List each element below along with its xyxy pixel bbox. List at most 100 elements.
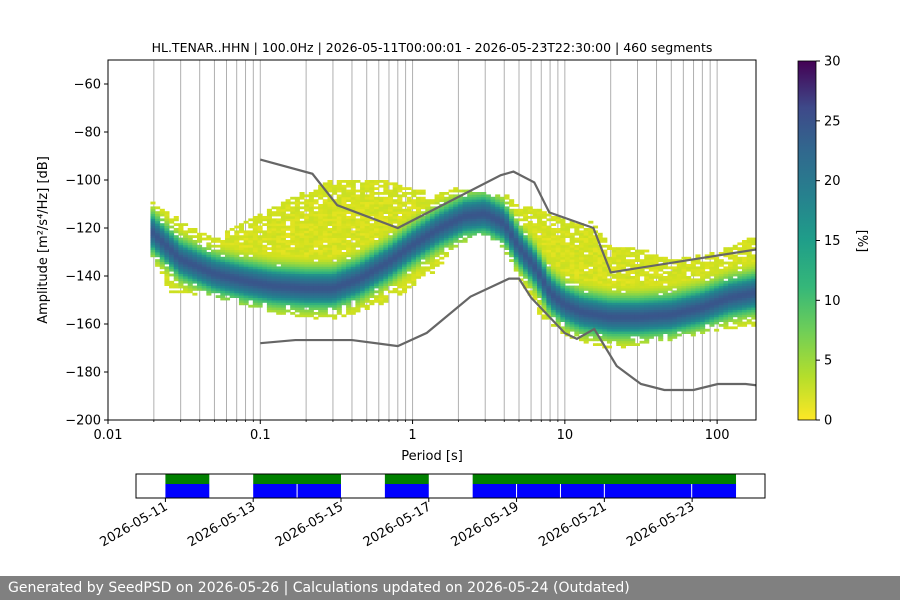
heatmap-cell — [257, 261, 263, 265]
heatmap-cell — [327, 187, 333, 190]
heatmap-cell — [201, 276, 207, 279]
heatmap-cell — [299, 194, 305, 198]
heatmap-cell — [588, 232, 594, 236]
heatmap-cell — [588, 237, 594, 241]
heatmap-cell — [546, 295, 552, 298]
footer-status: Generated by SeedPSD on 2026-05-26 | Cal… — [0, 576, 900, 600]
heatmap-cell — [187, 242, 193, 246]
heatmap-cell — [541, 300, 547, 303]
heatmap-cell — [280, 204, 286, 207]
heatmap-cell — [672, 295, 678, 298]
heatmap-cell — [215, 261, 221, 265]
heatmap-cell — [639, 302, 645, 306]
heatmap-cell — [341, 300, 347, 303]
heatmap-cell — [360, 264, 366, 267]
heatmap-cell — [364, 304, 370, 308]
heatmap-cell — [290, 288, 296, 291]
heatmap-cell — [658, 328, 664, 332]
heatmap-cell — [443, 235, 449, 238]
heatmap-cell — [611, 312, 617, 315]
heatmap-cell — [709, 319, 715, 322]
heatmap-cell — [406, 259, 412, 262]
heatmap-cell — [252, 266, 258, 270]
heatmap-cell — [485, 211, 491, 214]
heatmap-cell — [411, 273, 417, 277]
heatmap-cell — [322, 235, 328, 238]
heatmap-cell — [341, 297, 347, 301]
heatmap-cell — [420, 220, 426, 224]
heatmap-cell — [714, 309, 720, 313]
heatmap-cell — [262, 249, 268, 253]
heatmap-cell — [718, 295, 724, 298]
heatmap-cell — [634, 254, 640, 258]
heatmap-cell — [569, 302, 575, 306]
heatmap-cell — [313, 273, 319, 277]
heatmap-cell — [183, 244, 189, 248]
heatmap-cell — [634, 300, 640, 303]
heatmap-cell — [197, 285, 203, 289]
heatmap-cell — [187, 249, 193, 253]
heatmap-cell — [616, 343, 622, 346]
heatmap-cell — [406, 249, 412, 253]
heatmap-cell — [159, 249, 165, 253]
heatmap-cell — [425, 228, 431, 231]
heatmap-cell — [164, 237, 170, 241]
heatmap-cell — [700, 295, 706, 298]
heatmap-cell — [378, 266, 384, 270]
heatmap-cell — [742, 290, 748, 294]
heatmap-cell — [224, 292, 231, 296]
heatmap-cell — [597, 326, 603, 330]
heatmap-cell — [327, 237, 333, 241]
heatmap-cell — [215, 285, 221, 289]
heatmap-cell — [280, 280, 286, 284]
heatmap-cell — [187, 283, 193, 286]
heatmap-cell — [672, 302, 678, 306]
heatmap-cell — [173, 259, 179, 262]
heatmap-cell — [388, 225, 394, 229]
heatmap-cell — [574, 244, 580, 248]
heatmap-cell — [644, 328, 650, 332]
heatmap-cell — [164, 240, 170, 243]
heatmap-cell — [639, 292, 645, 296]
heatmap-cell — [737, 266, 743, 270]
heatmap-cell — [313, 268, 319, 272]
heatmap-cell — [597, 288, 603, 291]
heatmap-cell — [406, 199, 412, 202]
heatmap-cell — [322, 208, 328, 212]
heatmap-cell — [574, 276, 580, 279]
heatmap-cell — [211, 290, 217, 294]
heatmap-cell — [732, 283, 738, 286]
heatmap-cell — [336, 261, 342, 265]
heatmap-cell — [285, 283, 291, 286]
heatmap-cell — [197, 247, 203, 250]
heatmap-cell — [578, 321, 585, 325]
heatmap-cell — [555, 228, 561, 231]
heatmap-cell — [159, 213, 165, 217]
heatmap-cell — [350, 268, 356, 272]
heatmap-cell — [448, 206, 454, 210]
heatmap-cell — [569, 309, 575, 313]
heatmap-cell — [332, 264, 338, 267]
heatmap-cell — [541, 285, 547, 289]
heatmap-cell — [457, 189, 463, 193]
heatmap-cell — [565, 254, 571, 258]
heatmap-cell — [658, 280, 664, 284]
heatmap-cell — [690, 304, 696, 308]
heatmap-cell — [518, 271, 524, 274]
heatmap-cell — [271, 230, 277, 234]
heatmap-cell — [537, 252, 543, 255]
heatmap-cell — [439, 218, 445, 222]
heatmap-cell — [518, 218, 524, 222]
heatmap-cell — [355, 264, 361, 267]
heatmap-cell — [294, 201, 300, 205]
heatmap-cell — [378, 180, 384, 183]
heatmap-cell — [732, 295, 738, 298]
heatmap-cell — [392, 278, 398, 282]
heatmap-cell — [346, 266, 352, 270]
heatmap-cell — [672, 333, 678, 337]
heatmap-cell — [276, 259, 282, 262]
heatmap-cell — [728, 295, 734, 298]
heatmap-cell — [606, 312, 612, 315]
heatmap-cell — [411, 204, 417, 207]
heatmap-cell — [499, 199, 505, 202]
